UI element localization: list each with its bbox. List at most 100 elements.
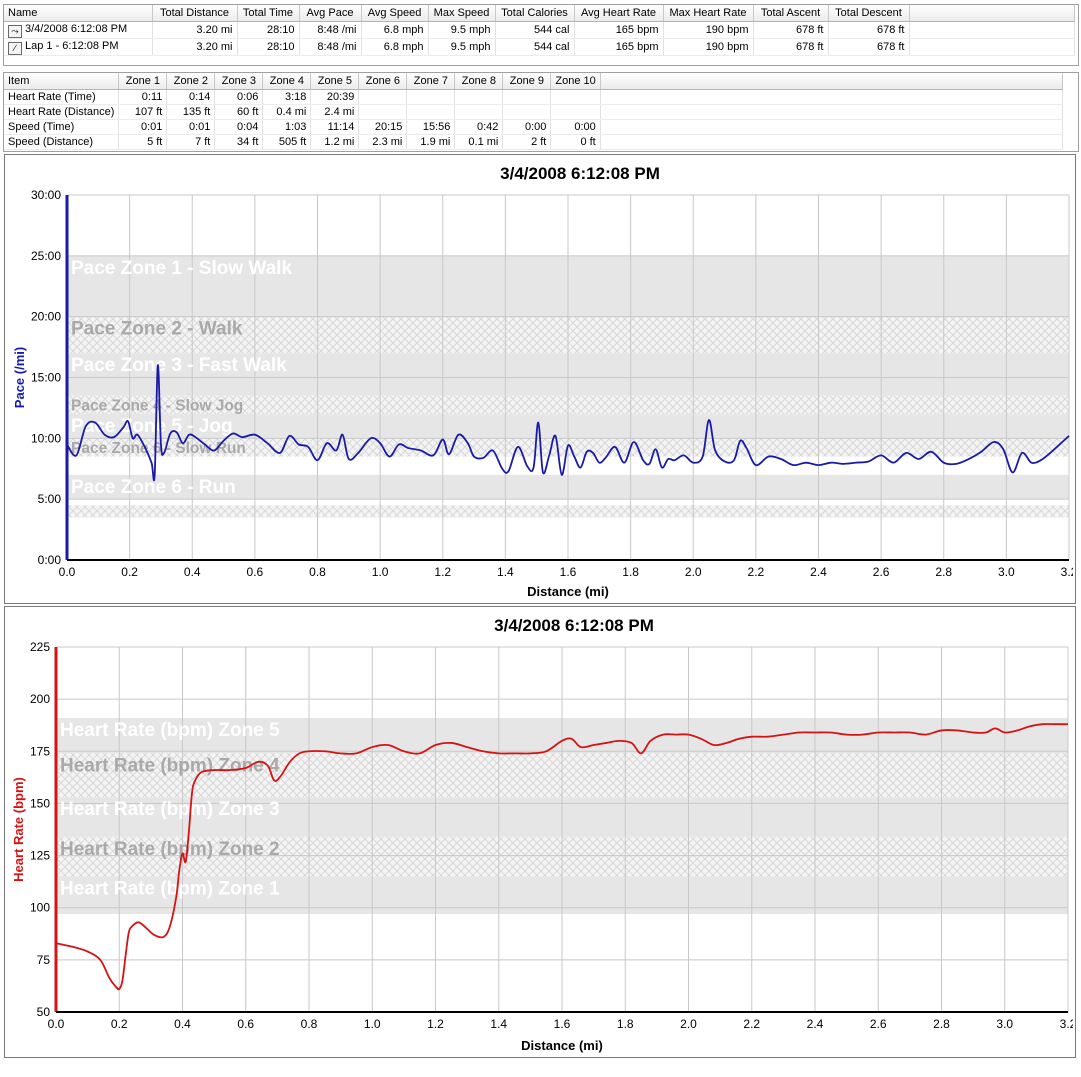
table-cell: 544 cal <box>495 38 575 56</box>
table-row[interactable]: Heart Rate (Distance) 107 ft 135 ft 60 ft 0.… <box>4 104 1063 120</box>
column-header-zone-3[interactable]: Zone 3 <box>214 73 264 90</box>
row-name-label: Lap 1 - 6:12:08 PM <box>25 40 119 52</box>
hr-chart-title: 3/4/2008 6:12:08 PM <box>494 616 654 635</box>
row-name-label: 3/4/2008 6:12:08 PM <box>25 23 128 35</box>
pace-x-tick-label: 1.8 <box>622 565 639 579</box>
table-cell: 60 ft <box>214 104 264 120</box>
hr-x-tick-label: 1.4 <box>490 1017 507 1031</box>
table-cell: 0:11 <box>118 89 168 105</box>
table-cell: 6.8 mph <box>361 21 429 39</box>
pace-x-tick-label: 0.0 <box>59 565 76 579</box>
pace-y-tick-label: 10:00 <box>31 431 61 445</box>
pace-y-tick-label: 25:00 <box>31 249 61 263</box>
column-header-zone-4[interactable]: Zone 4 <box>262 73 312 90</box>
table-cell: 0.4 mi <box>262 104 312 120</box>
hr-x-tick-label: 1.2 <box>427 1017 444 1031</box>
hr-y-tick-label: 125 <box>30 849 50 863</box>
row-item-cell: Heart Rate (Time) <box>4 89 120 105</box>
table-cell: 190 bpm <box>663 21 754 39</box>
pace-x-tick-label: 2.8 <box>935 565 952 579</box>
column-header-zone-2[interactable]: Zone 2 <box>166 73 216 90</box>
hr-zone-label: Heart Rate (bpm) Zone 5 <box>60 720 280 741</box>
table-cell: 0:00 <box>550 119 601 135</box>
table-cell: 0 ft <box>550 134 601 150</box>
pace-chart-panel: Pace Zone 1 - Slow Walk Pace Zone 2 - Wal… <box>4 154 1076 604</box>
pace-zone-label: Pace Zone 6 - Run <box>71 477 236 498</box>
table-cell: 0:06 <box>214 89 264 105</box>
hr-x-tick-label: 2.4 <box>807 1017 824 1031</box>
pace-x-tick-label: 0.4 <box>184 565 201 579</box>
column-header-zone-6[interactable]: Zone 6 <box>358 73 408 90</box>
pace-x-tick-label: 3.0 <box>998 565 1015 579</box>
table-cell <box>406 104 456 120</box>
column-header-total-time[interactable]: Total Time <box>237 5 300 22</box>
column-header-zone-7[interactable]: Zone 7 <box>406 73 456 90</box>
table-row[interactable]: Heart Rate (Time) 0:11 0:14 0:06 3:18 20:39 <box>4 89 1063 105</box>
column-header-zone-8[interactable]: Zone 8 <box>454 73 504 90</box>
hr-x-tick-label: 3.2 <box>1060 1017 1073 1031</box>
table-cell: 165 bpm <box>574 21 664 39</box>
hr-x-tick-label: 0.0 <box>48 1017 65 1031</box>
zones-grid: Item Zone 1 Zone 2 Zone 3 Zone 4 Zone 5 Zone 6… <box>3 72 1079 152</box>
column-header-avg-pace[interactable]: Avg Pace <box>299 5 362 22</box>
heart-rate-chart-panel: Heart Rate (bpm) Zone 5 Heart Rate (bpm) … <box>4 606 1076 1058</box>
table-cell: 15:56 <box>406 119 456 135</box>
table-row[interactable]: Speed (Distance) 5 ft 7 ft 34 ft 505 ft 1.2 m… <box>4 134 1063 150</box>
table-cell: 3:18 <box>262 89 312 105</box>
column-header-zone-9[interactable]: Zone 9 <box>502 73 552 90</box>
table-cell: 6.8 mph <box>361 38 429 56</box>
hr-x-tick-label: 1.8 <box>617 1017 634 1031</box>
column-header-max-heart-rate[interactable]: Max Heart Rate <box>663 5 754 22</box>
pace-x-tick-label: 2.2 <box>748 565 765 579</box>
column-header-zone-1[interactable]: Zone 1 <box>118 73 168 90</box>
activity-icon[interactable]: ⤳ <box>8 25 22 38</box>
table-row[interactable]: ∕ Lap 1 - 6:12:08 PM 3.20 mi 28:10 8:48 /mi 6… <box>4 38 1075 56</box>
pace-y-tick-label: 0:00 <box>38 553 62 567</box>
table-cell: 1:03 <box>262 119 312 135</box>
pace-y-tick-label: 30:00 <box>31 188 61 202</box>
table-cell: 11:14 <box>310 119 360 135</box>
column-header-total-descent[interactable]: Total Descent <box>828 5 910 22</box>
pace-x-tick-label: 0.8 <box>309 565 326 579</box>
column-header-max-speed[interactable]: Max Speed <box>428 5 496 22</box>
column-header-name[interactable]: Name <box>4 5 153 22</box>
summary-table: Name Total Distance Total Time Avg Pace Avg … <box>4 5 1075 56</box>
pace-zone-label: Pace Zone 5 - Jog <box>71 416 233 437</box>
heart-rate-chart: Heart Rate (bpm) Zone 5 Heart Rate (bpm) … <box>11 616 1073 1053</box>
zones-table: Item Zone 1 Zone 2 Zone 3 Zone 4 Zone 5 Zone 6… <box>4 73 1063 150</box>
table-cell: 9.5 mph <box>428 38 496 56</box>
table-cell <box>550 89 601 105</box>
column-header-avg-speed[interactable]: Avg Speed <box>361 5 429 22</box>
table-cell: 0:42 <box>454 119 504 135</box>
pace-x-tick-label: 2.4 <box>810 565 827 579</box>
table-cell: 0:14 <box>166 89 216 105</box>
column-header-item[interactable]: Item <box>4 73 120 90</box>
lap-icon[interactable]: ∕ <box>8 42 22 55</box>
table-row[interactable]: Speed (Time) 0:01 0:01 0:04 1:03 11:14 20:15 15… <box>4 119 1063 135</box>
pace-y-tick-label: 5:00 <box>38 492 62 506</box>
pace-chart-title: 3/4/2008 6:12:08 PM <box>500 164 660 183</box>
table-cell <box>358 89 408 105</box>
column-header-total-ascent[interactable]: Total Ascent <box>753 5 829 22</box>
column-header-avg-heart-rate[interactable]: Avg Heart Rate <box>574 5 664 22</box>
table-cell: 1.9 mi <box>406 134 456 150</box>
table-cell: 678 ft <box>828 38 910 56</box>
row-name-cell: ∕ Lap 1 - 6:12:08 PM <box>4 38 153 56</box>
table-cell: 8:48 /mi <box>299 38 362 56</box>
hr-x-tick-label: 2.2 <box>743 1017 760 1031</box>
column-header-zone-5[interactable]: Zone 5 <box>310 73 360 90</box>
hr-series-line <box>55 723 1068 991</box>
column-header-total-distance[interactable]: Total Distance <box>152 5 238 22</box>
table-cell: 544 cal <box>495 21 575 39</box>
table-row[interactable]: ⤳ 3/4/2008 6:12:08 PM 3.20 mi 28:10 8:48 /mi… <box>4 21 1075 39</box>
table-cell: 34 ft <box>214 134 264 150</box>
column-header-zone-10[interactable]: Zone 10 <box>550 73 601 90</box>
pace-x-tick-label: 1.2 <box>434 565 451 579</box>
row-item-cell: Speed (Distance) <box>4 134 120 150</box>
pace-zone-label: Pace Zone 3 - Fast Walk <box>71 355 287 376</box>
pace-x-tick-label: 0.2 <box>121 565 138 579</box>
hr-x-tick-label: 2.0 <box>680 1017 697 1031</box>
pace-y-axis-label: Pace (/mi) <box>12 347 27 408</box>
column-header-total-calories[interactable]: Total Calories <box>495 5 575 22</box>
row-filler <box>909 21 1075 39</box>
